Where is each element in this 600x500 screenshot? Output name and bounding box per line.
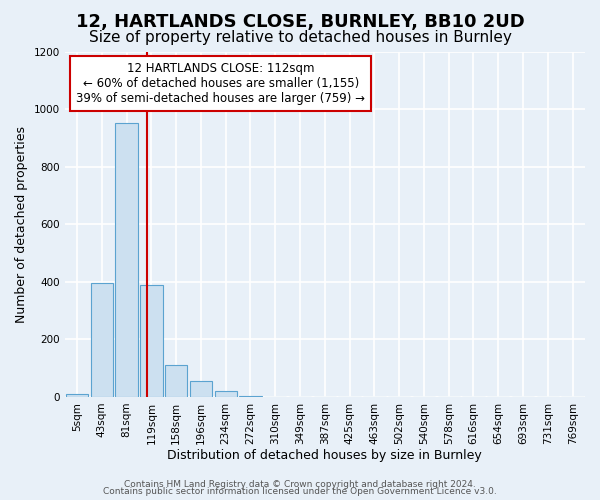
Bar bbox=[115, 124, 138, 397]
Y-axis label: Number of detached properties: Number of detached properties bbox=[15, 126, 28, 322]
Text: 12 HARTLANDS CLOSE: 112sqm
← 60% of detached houses are smaller (1,155)
39% of s: 12 HARTLANDS CLOSE: 112sqm ← 60% of deta… bbox=[76, 62, 365, 105]
Bar bbox=[140, 284, 163, 397]
Bar bbox=[165, 366, 187, 397]
Bar bbox=[91, 283, 113, 397]
Text: Size of property relative to detached houses in Burnley: Size of property relative to detached ho… bbox=[89, 30, 511, 45]
Bar bbox=[239, 396, 262, 397]
Text: Contains HM Land Registry data © Crown copyright and database right 2024.: Contains HM Land Registry data © Crown c… bbox=[124, 480, 476, 489]
X-axis label: Distribution of detached houses by size in Burnley: Distribution of detached houses by size … bbox=[167, 450, 482, 462]
Text: 12, HARTLANDS CLOSE, BURNLEY, BB10 2UD: 12, HARTLANDS CLOSE, BURNLEY, BB10 2UD bbox=[76, 12, 524, 30]
Bar bbox=[215, 390, 237, 397]
Text: Contains public sector information licensed under the Open Government Licence v3: Contains public sector information licen… bbox=[103, 487, 497, 496]
Bar bbox=[66, 394, 88, 397]
Bar bbox=[190, 381, 212, 397]
